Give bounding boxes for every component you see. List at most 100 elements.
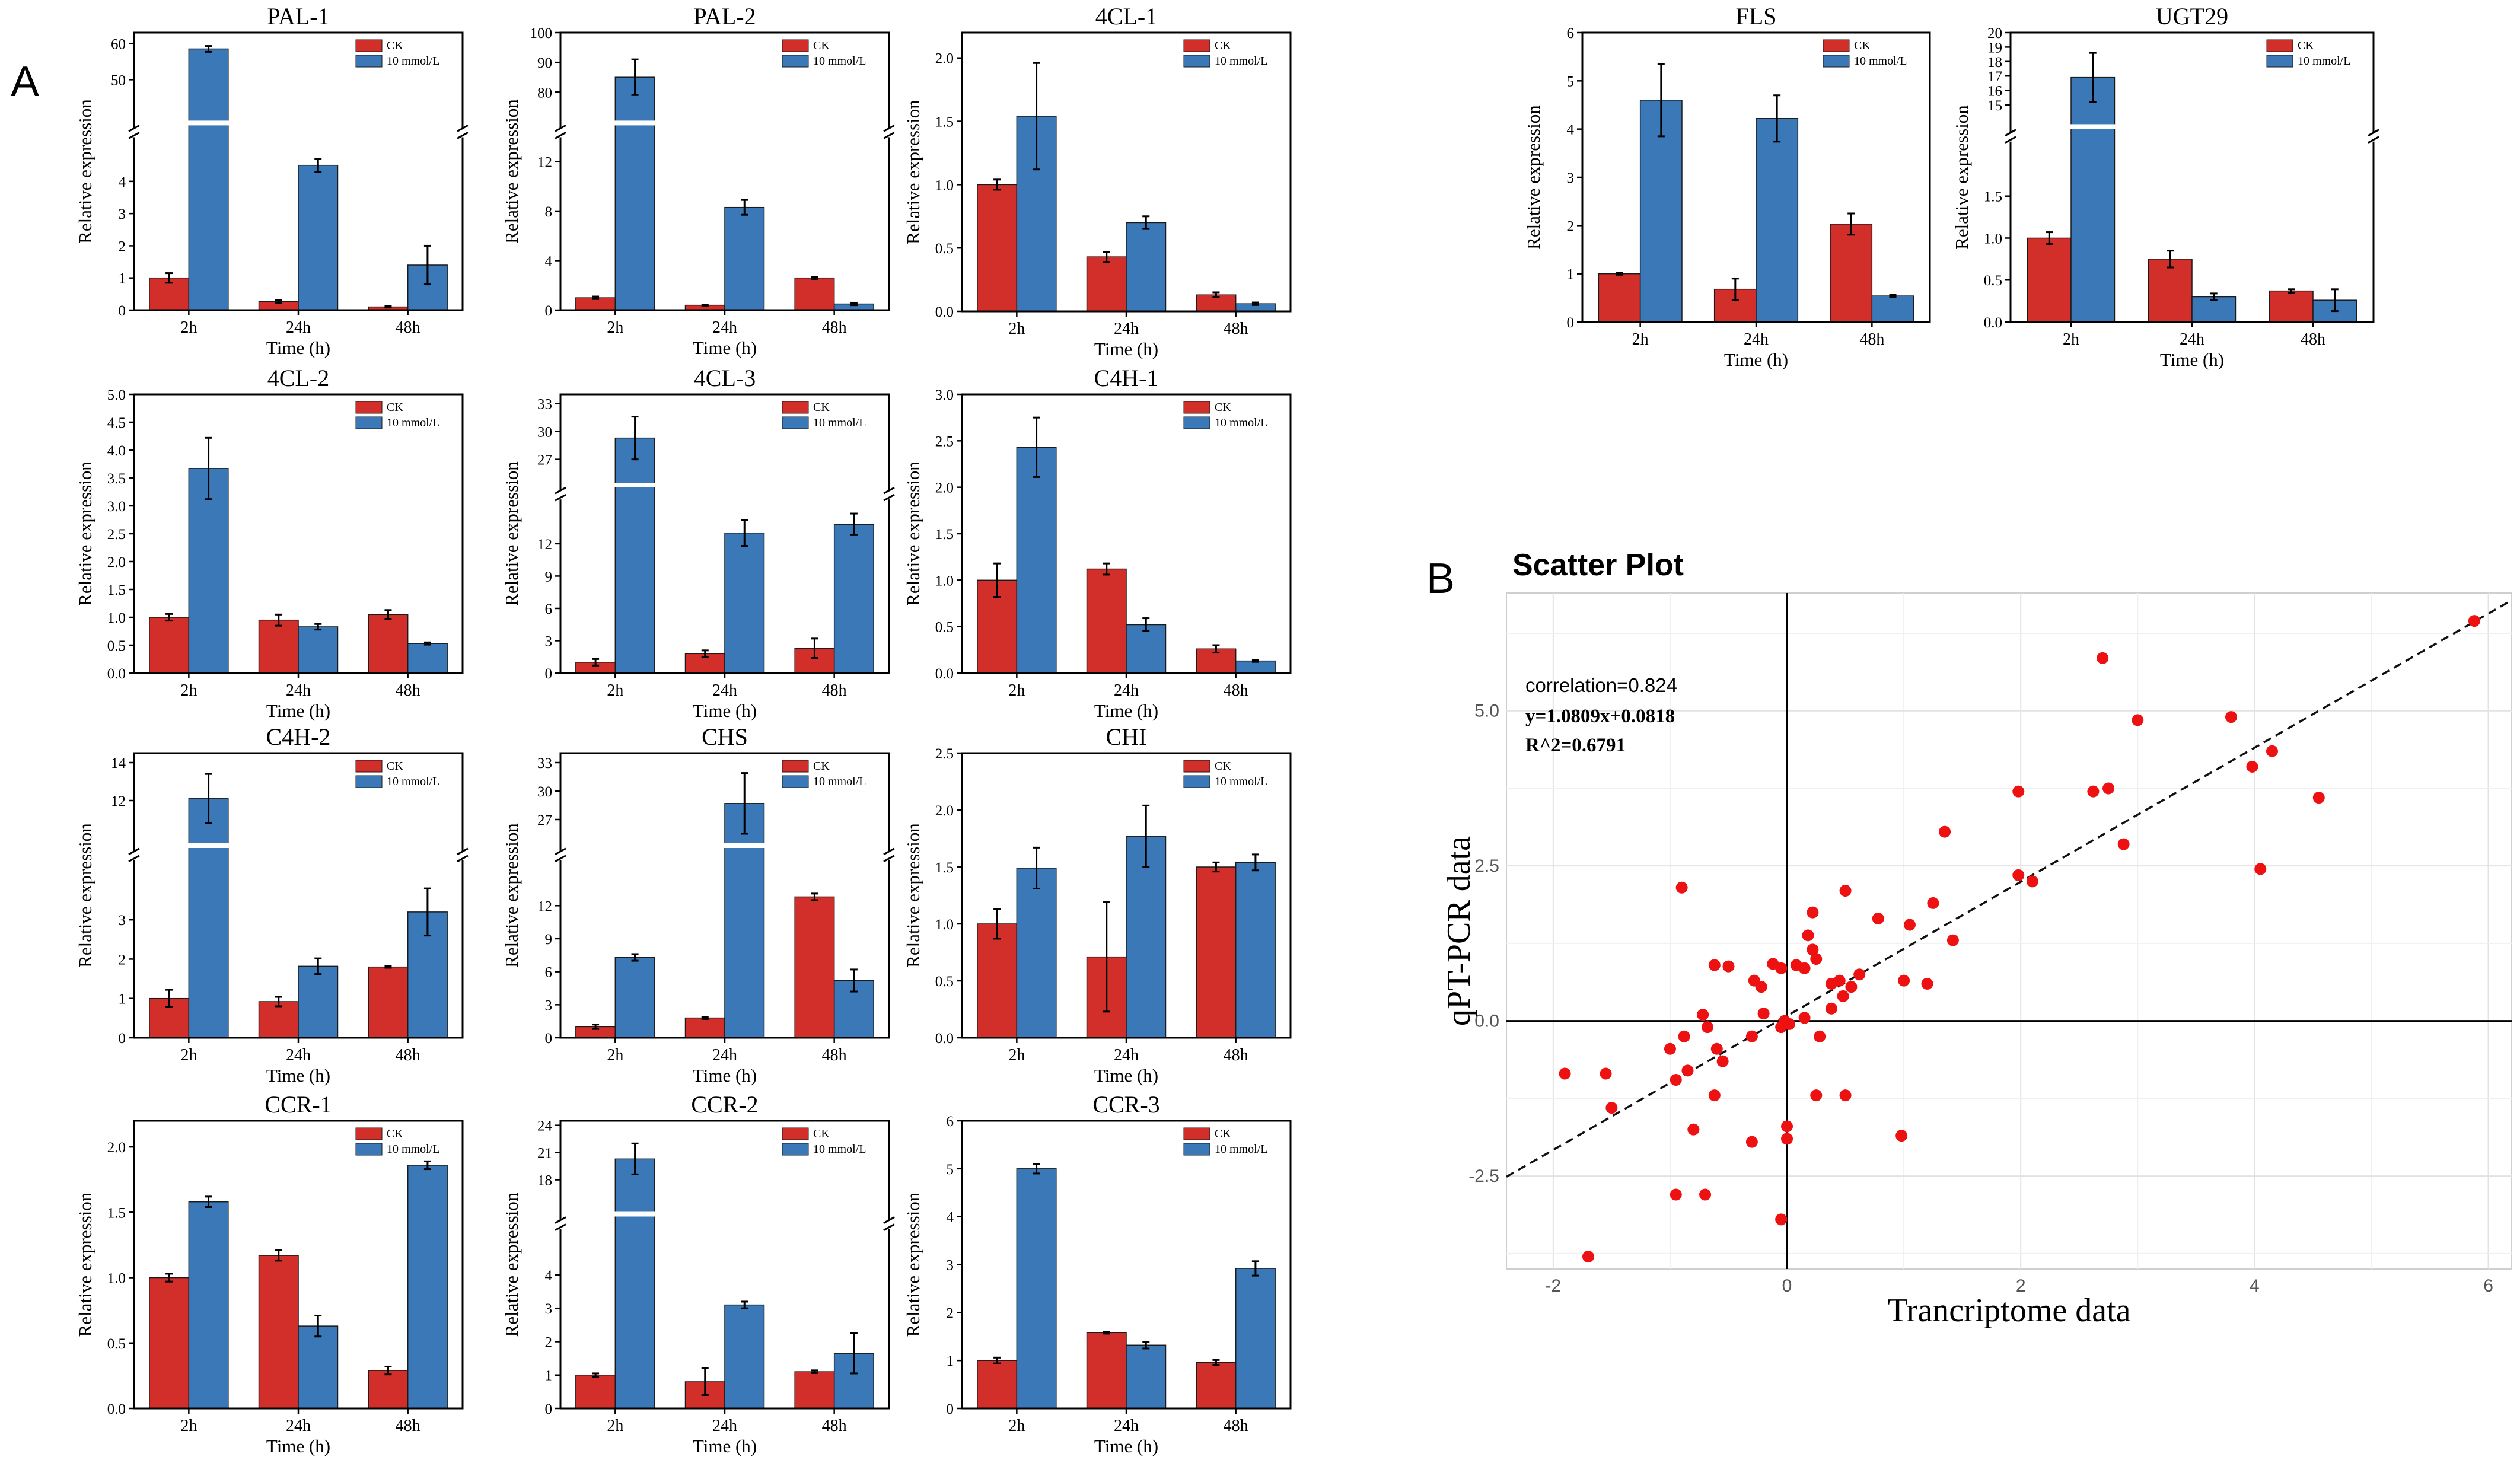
bar-ck-48h [368, 614, 409, 674]
scatter-point [2012, 869, 2025, 881]
scatter-point [1798, 1012, 1811, 1024]
bar-10-mmol-l-24h [1126, 222, 1167, 312]
x-tick-label: 24h [1114, 681, 1139, 700]
legend-label-treated: 10 mmol/L [1854, 55, 1907, 68]
legend-label-treated: 10 mmol/L [387, 775, 439, 788]
panel-b-label: B [1426, 555, 1455, 602]
x-tick-label: 48h [822, 318, 847, 337]
legend-label-ck: CK [1215, 401, 1231, 414]
scatter-point [2097, 652, 2109, 664]
bar-chart-fls: FLS 0 1 2 3 4 5 6 2h 24h 48h Time (h) Relative expre… [1523, 3, 1931, 370]
chart-title: 4CL-3 [694, 365, 756, 391]
bar-ck-48h [368, 966, 409, 1038]
correlation-annotation: correlation=0.824 [1525, 674, 1677, 696]
y-tick-label: 9 [545, 569, 553, 585]
x-tick-label: 48h [396, 681, 420, 700]
scatter-point [1664, 1042, 1676, 1055]
bar-ck-48h [1196, 1362, 1237, 1409]
chart-title: CCR-3 [1092, 1091, 1159, 1118]
bar-10-mmol-l-2h [1016, 1168, 1057, 1409]
scatter-point [2254, 863, 2267, 875]
legend-swatch-treated [2266, 55, 2293, 68]
y-tick-label: 2 [1567, 218, 1575, 234]
y-tick-label: 1.0 [935, 573, 954, 589]
legend-swatch-ck [1823, 39, 1850, 52]
legend-swatch-treated [355, 1143, 383, 1156]
x-tick-label: 2 [2016, 1276, 2026, 1296]
scatter-point [1559, 1067, 1571, 1080]
x-tick-label: 4 [2250, 1276, 2260, 1296]
scatter-point [1755, 981, 1767, 993]
bar-chart-chs: CHS 0 3 6 9 12 27 30 33 2h 24h 48h Time (h) Relative … [501, 723, 895, 1086]
y-tick-label: 19 [1987, 40, 2002, 56]
y-tick-label: 0.0 [1474, 1012, 1499, 1031]
x-tick-label: 2h [607, 1046, 623, 1064]
scatter-point [1710, 1042, 1723, 1055]
axis-break-mark [2368, 136, 2379, 144]
x-tick-label: 24h [712, 1417, 737, 1435]
y-tick-label: 0.5 [107, 638, 126, 654]
legend-label-ck: CK [1215, 1127, 1231, 1140]
bar-ck-24h [1086, 568, 1127, 674]
bar-ck-24h [2148, 259, 2193, 323]
y-tick-label: 5 [1567, 74, 1575, 90]
y-tick-label: 1 [947, 1353, 954, 1369]
y-tick-label: 3 [119, 913, 126, 929]
r-squared-annotation: R^2=0.6791 [1525, 735, 1626, 756]
x-tick-label: 24h [286, 318, 311, 337]
x-tick-label: 24h [1744, 330, 1769, 349]
axis-break-mark [457, 855, 469, 863]
axis-break-mark [457, 847, 469, 856]
y-tick-label: 4.5 [107, 415, 126, 431]
y-tick-label: 1.0 [107, 610, 126, 626]
chart-title: UGT29 [2156, 3, 2228, 30]
legend-label-treated: 10 mmol/L [1215, 416, 1267, 429]
x-tick-label: 2h [1008, 1417, 1025, 1435]
axis-break-mark [128, 132, 140, 139]
y-tick-label: 3.0 [935, 387, 954, 403]
y-tick-label: 5.0 [107, 387, 126, 403]
legend-label-treated: 10 mmol/L [1215, 775, 1267, 788]
scatter-point [1775, 1021, 1788, 1034]
legend-label-ck: CK [813, 401, 830, 414]
y-tick-label: 24 [537, 1118, 553, 1134]
axis-break-mark [883, 847, 895, 856]
legend-swatch-ck [1183, 1127, 1210, 1140]
bar-10-mmol-l-48h [833, 524, 874, 674]
scatter-point [1790, 959, 1802, 971]
axis-break-mark [555, 1216, 566, 1224]
y-tick-label: 6 [947, 1114, 954, 1130]
scatter-point [1898, 974, 1910, 987]
y-tick-label: 100 [530, 25, 553, 42]
axis-break-mark [883, 132, 895, 139]
y-tick-label: 1.5 [935, 114, 954, 130]
y-axis-label: Relative expression [903, 1192, 923, 1337]
scatter-point [1582, 1251, 1594, 1263]
x-axis-label: Time (h) [1094, 700, 1158, 721]
y-axis-label: Relative expression [1951, 105, 1972, 250]
y-tick-label: 2.5 [107, 527, 126, 543]
chart-title: CCR-1 [265, 1091, 332, 1118]
x-axis-label: Time (h) [266, 1065, 330, 1086]
bar-10-mmol-l-2h [188, 1201, 229, 1409]
x-tick-label: 48h [396, 1046, 420, 1064]
bar-10-mmol-l-2h [614, 957, 655, 1038]
y-tick-label: 4 [545, 1268, 553, 1284]
y-tick-label: 30 [537, 425, 552, 441]
scatter-point [1921, 977, 1933, 990]
bar-ck-24h [258, 619, 299, 674]
axis-break-mark [2005, 136, 2016, 144]
y-tick-label: 2 [947, 1305, 954, 1321]
legend-label-treated: 10 mmol/L [387, 1143, 439, 1156]
bar-10-mmol-l-2h [614, 437, 655, 674]
y-tick-label: 1.0 [1984, 231, 2002, 247]
legend-label-ck: CK [813, 1127, 830, 1140]
x-tick-label: -2 [1545, 1276, 1561, 1296]
y-tick-label: 2 [119, 238, 126, 254]
scatter-point [1872, 913, 1884, 925]
x-axis-label: Time (h) [1094, 1436, 1158, 1456]
y-tick-label: 0 [545, 303, 553, 319]
y-axis-label: Relative expression [75, 823, 95, 968]
scatter-point [1699, 1188, 1712, 1201]
x-tick-label: 2h [1008, 681, 1025, 700]
